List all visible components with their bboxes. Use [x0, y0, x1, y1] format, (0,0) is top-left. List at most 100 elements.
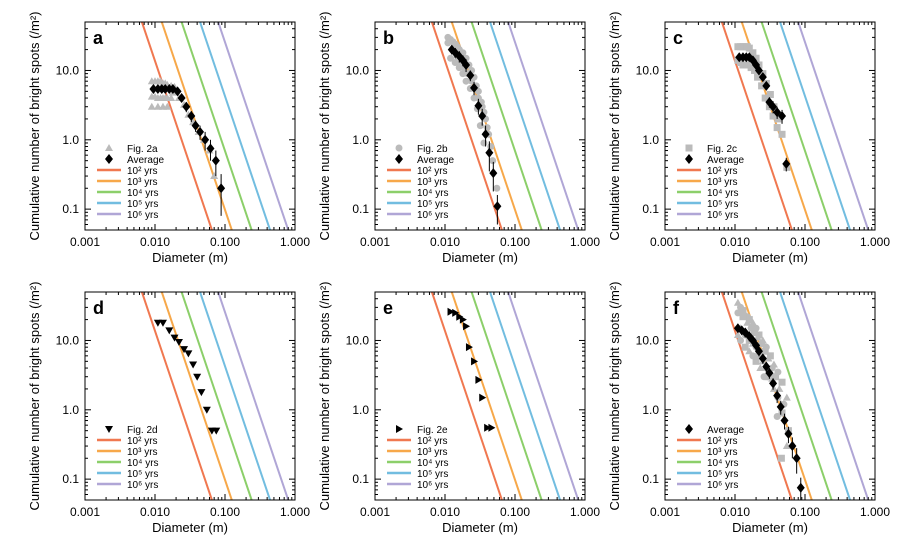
- data-point: [782, 393, 791, 401]
- legend-label: 10⁵ yrs: [417, 199, 448, 210]
- data-point: [170, 334, 179, 342]
- data-point: [444, 39, 452, 47]
- legend-marker: [105, 426, 113, 433]
- y-axis-label: Cumulative number of bright spots (/m²): [607, 281, 622, 510]
- age-lines: [430, 292, 580, 500]
- panel-b: 0.001 0.010 0.100 1.000 0.1 1.0 10.0 Diameter (…: [317, 11, 600, 265]
- data-point: [187, 111, 196, 122]
- data-point: [463, 322, 471, 331]
- data-point: [745, 44, 753, 52]
- data-point: [177, 93, 186, 104]
- data-point: [206, 143, 215, 154]
- legend-label: 10³ yrs: [127, 447, 158, 458]
- legend-label: Average: [417, 155, 455, 166]
- y-tick-label: 1.0: [352, 403, 369, 417]
- data-series: [153, 319, 221, 435]
- age-line-2: [140, 22, 213, 230]
- y-tick-label: 0.1: [642, 472, 659, 486]
- y-axis-label: Cumulative number of bright spots (/m²): [27, 281, 42, 510]
- x-axis-label: Diameter (m): [442, 520, 518, 535]
- legend-label: 10² yrs: [707, 436, 738, 447]
- data-point: [743, 318, 752, 326]
- data-point: [465, 343, 473, 352]
- x-tick-label: 0.001: [360, 505, 390, 519]
- legend-label: Fig. 2d: [127, 425, 158, 436]
- data-point: [480, 139, 488, 147]
- data-point: [739, 61, 747, 69]
- age-line-6: [797, 292, 870, 500]
- x-axis-label: Diameter (m): [442, 250, 518, 265]
- y-axis-label: Cumulative number of bright spots (/m²): [27, 11, 42, 240]
- data-point: [733, 330, 742, 338]
- legend-label: Average: [707, 425, 745, 436]
- legend-label: 10² yrs: [127, 166, 158, 177]
- x-tick-label: 0.100: [790, 505, 820, 519]
- legend-label: 10⁴ yrs: [707, 458, 739, 469]
- data-point: [476, 122, 484, 130]
- plot-frame: [664, 291, 876, 501]
- legend-label: 10⁶ yrs: [707, 210, 738, 221]
- data-point: [489, 168, 498, 179]
- legend-label: 10² yrs: [127, 436, 158, 447]
- data-point: [772, 373, 780, 381]
- x-tick-label: 0.001: [70, 505, 100, 519]
- data-point: [202, 406, 211, 414]
- x-tick-label: 0.001: [650, 235, 680, 249]
- x-axis-label: Diameter (m): [732, 250, 808, 265]
- data-point: [471, 357, 479, 366]
- data-point: [196, 126, 205, 137]
- legend-label: 10³ yrs: [707, 177, 738, 188]
- y-tick-label: 10.0: [346, 63, 370, 77]
- legend-label: 10⁶ yrs: [417, 480, 448, 491]
- x-tick-label: 1.000: [570, 235, 600, 249]
- data-point: [210, 172, 219, 180]
- data-point: [489, 157, 497, 165]
- data-point: [773, 390, 782, 401]
- x-tick-label: 0.010: [140, 235, 170, 249]
- data-point: [211, 155, 220, 166]
- legend-label: 10² yrs: [417, 436, 448, 447]
- x-tick-label: 1.000: [860, 235, 890, 249]
- legend-label: 10⁵ yrs: [127, 199, 158, 210]
- legend-label: 10⁵ yrs: [127, 469, 158, 480]
- age-line-5: [199, 22, 271, 230]
- legend-label: Average: [127, 155, 165, 166]
- data-point: [163, 102, 172, 110]
- data-point: [780, 415, 789, 426]
- plot-frame: [84, 21, 296, 231]
- data-point: [173, 86, 182, 97]
- data-series: [147, 77, 226, 216]
- age-line-5: [779, 22, 851, 230]
- data-point: [782, 442, 791, 450]
- data-point: [776, 401, 785, 412]
- x-tick-label: 0.100: [500, 235, 530, 249]
- data-point: [792, 453, 801, 464]
- age-line-6: [217, 292, 290, 500]
- legend-label: 10⁴ yrs: [707, 188, 739, 199]
- plot-frame: [374, 291, 586, 501]
- data-point: [184, 350, 193, 358]
- data-point: [761, 347, 769, 355]
- data-point: [761, 94, 769, 102]
- age-line-4: [470, 22, 543, 230]
- x-tick-label: 0.001: [650, 505, 680, 519]
- data-point: [754, 73, 762, 81]
- legend-label: 10² yrs: [707, 166, 738, 177]
- legend-label: 10³ yrs: [127, 177, 158, 188]
- data-point: [778, 130, 786, 138]
- data-point: [769, 112, 777, 120]
- age-line-2: [720, 292, 793, 500]
- data-point: [487, 143, 495, 151]
- y-tick-label: 0.1: [642, 202, 659, 216]
- data-point: [762, 80, 771, 91]
- legend-marker: [395, 144, 403, 152]
- data-point: [796, 482, 805, 493]
- data-point: [766, 352, 774, 360]
- y-tick-label: 1.0: [642, 133, 659, 147]
- data-point: [762, 361, 771, 372]
- y-tick-label: 1.0: [642, 403, 659, 417]
- data-point: [149, 84, 158, 95]
- data-point: [778, 111, 787, 122]
